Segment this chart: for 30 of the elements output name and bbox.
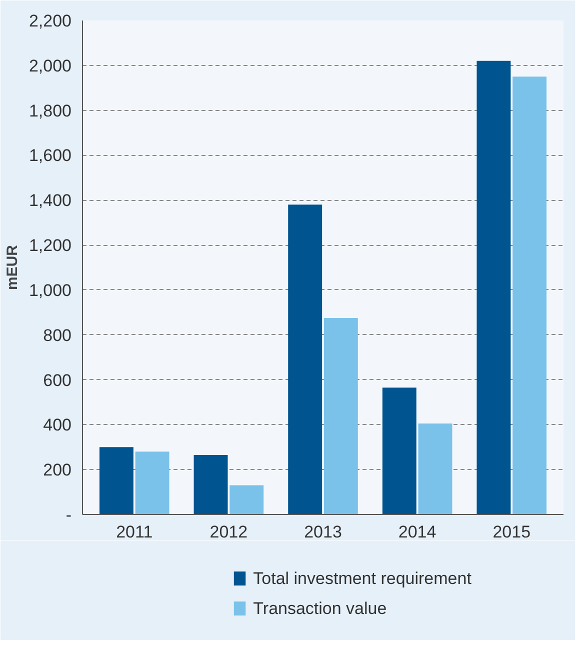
x-tick-label: 2011 [116, 522, 153, 542]
y-tick-label: - [66, 506, 72, 524]
y-tick-label: 600 [43, 370, 72, 390]
bar [194, 454, 228, 514]
x-tick-label: 2012 [210, 522, 248, 542]
bar [288, 204, 322, 514]
bar [382, 388, 416, 514]
bar [512, 76, 547, 514]
y-tick-label: 1,600 [28, 146, 72, 166]
y-tick-label: 1,000 [28, 280, 72, 300]
bar [230, 485, 264, 514]
y-tick-label: 1,200 [28, 236, 72, 256]
y-tick-label: 200 [43, 460, 72, 480]
y-tick-label: 800 [43, 326, 72, 345]
y-axis-title: mEUR [4, 244, 21, 290]
bar [476, 60, 511, 514]
y-tick-label: 2,000 [28, 56, 72, 76]
legend-label: Total investment requirement [253, 569, 472, 588]
legend-label: Transaction value [253, 599, 387, 618]
x-tick-label: 2013 [304, 522, 342, 542]
y-tick-label: 1,400 [28, 191, 72, 210]
x-tick-label: 2014 [398, 522, 436, 542]
bar [99, 447, 134, 514]
bar [324, 318, 358, 514]
y-tick-label: 2,200 [28, 12, 72, 30]
bar [135, 452, 170, 514]
bar [418, 424, 452, 514]
y-tick-label: 1,800 [28, 101, 72, 120]
x-tick-label: 2015 [492, 522, 531, 542]
y-tick-label: 400 [43, 416, 72, 435]
